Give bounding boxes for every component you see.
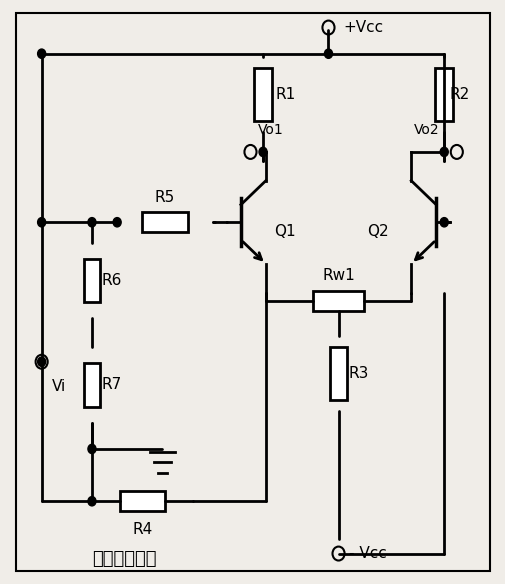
Text: Q1: Q1 (274, 224, 295, 239)
FancyBboxPatch shape (119, 491, 165, 512)
Text: Vo1: Vo1 (258, 123, 283, 137)
Circle shape (324, 49, 332, 58)
FancyBboxPatch shape (84, 259, 100, 302)
Circle shape (439, 218, 447, 227)
Text: Rw1: Rw1 (322, 268, 354, 283)
Text: - Vcc: - Vcc (348, 546, 386, 561)
FancyBboxPatch shape (84, 363, 100, 407)
Text: R3: R3 (348, 366, 368, 381)
Circle shape (88, 218, 96, 227)
Text: 差分放大电路: 差分放大电路 (92, 550, 156, 568)
Circle shape (88, 444, 96, 454)
Text: R4: R4 (132, 522, 152, 537)
FancyBboxPatch shape (254, 68, 271, 120)
Circle shape (259, 147, 267, 157)
Text: R7: R7 (101, 377, 121, 392)
Text: Vi: Vi (52, 379, 66, 394)
Circle shape (37, 357, 45, 366)
Text: R2: R2 (448, 87, 469, 102)
Circle shape (37, 49, 45, 58)
Circle shape (113, 218, 121, 227)
Text: Vo2: Vo2 (413, 123, 439, 137)
Circle shape (439, 147, 447, 157)
FancyBboxPatch shape (313, 291, 363, 311)
Text: R5: R5 (155, 190, 175, 205)
Text: +Vcc: +Vcc (343, 20, 383, 35)
Circle shape (88, 496, 96, 506)
Text: R6: R6 (101, 273, 121, 288)
Text: R1: R1 (275, 87, 295, 102)
FancyBboxPatch shape (435, 68, 452, 120)
Circle shape (37, 218, 45, 227)
Text: Q2: Q2 (366, 224, 388, 239)
FancyBboxPatch shape (330, 347, 346, 399)
FancyBboxPatch shape (142, 212, 187, 232)
